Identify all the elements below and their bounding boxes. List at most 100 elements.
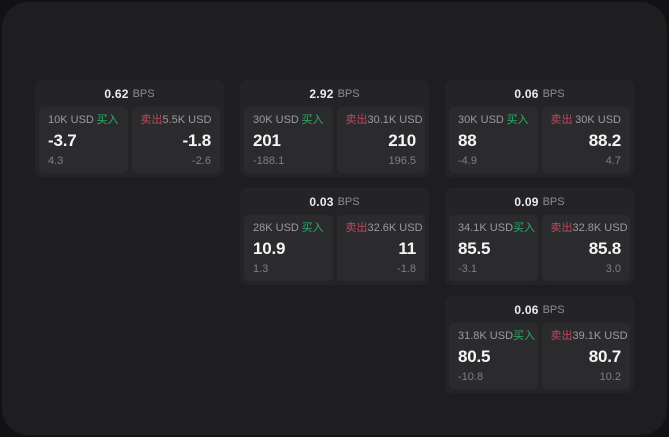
buy-price: 88 [458,130,477,150]
sell-price: 88.2 [588,130,621,150]
buy-pane-header: 30K USD 买入 [458,114,529,126]
buy-side-tag: 买入 [301,114,324,126]
sell-amount: 32.6K USD [367,222,423,234]
buy-pane-header: 30K USD 买入 [253,114,324,126]
bps-value: 0.03 [309,194,334,209]
buy-quote-tile[interactable]: 30K USD 买入 201 -188.1 [244,107,333,173]
bps-unit-label: BPS [337,87,360,100]
sell-delta: -2.6 [192,155,211,167]
buy-quote-tile[interactable]: 31.8K USD 买入 80.5 -10.8 [449,323,538,389]
sell-quote-tile[interactable]: 卖出 32.6K USD 11 -1.8 [336,215,425,281]
buy-price: 85.5 [458,238,491,258]
quote-card: 0.06 BPS 31.8K USD 买入 80.5 -10.8 卖出 39.1… [445,296,634,393]
buy-pane-header: 31.8K USD 买入 [458,330,535,342]
buy-price: -3.7 [48,130,77,150]
buy-delta: -188.1 [253,155,285,167]
buy-quote-tile[interactable]: 10K USD 买入 -3.7 4.3 [39,107,128,173]
quote-card: 0.06 BPS 30K USD 买入 88 -4.9 卖出 30K USD 8… [445,80,634,177]
card-body: 10K USD 买入 -3.7 4.3 卖出 5.5K USD -1.8 -2.… [35,107,224,177]
sell-side-tag: 卖出 [345,222,368,234]
sell-pane-header: 卖出 30.1K USD [345,114,423,126]
buy-price: 10.9 [253,238,286,258]
card-body: 31.8K USD 买入 80.5 -10.8 卖出 39.1K USD 80.… [445,323,634,393]
sell-side-tag: 卖出 [345,114,368,126]
sell-side-tag: 卖出 [550,330,573,342]
sell-delta: 196.5 [388,155,416,167]
bps-value: 0.06 [514,302,539,317]
sell-side-tag: 卖出 [550,222,573,234]
sell-price: 80.7 [588,346,621,366]
buy-delta: -10.8 [458,371,484,383]
bps-value: 2.92 [309,86,334,101]
sell-side-tag: 卖出 [140,114,163,126]
buy-side-tag: 买入 [96,114,119,126]
sell-pane-header: 卖出 30K USD [551,114,622,126]
bps-value: 0.62 [104,86,129,101]
sell-quote-tile[interactable]: 卖出 5.5K USD -1.8 -2.6 [131,107,220,173]
sell-price: 210 [388,130,416,150]
card-header: 0.06 BPS [445,296,634,323]
sell-price: -1.8 [182,130,212,150]
buy-delta: -3.1 [458,263,477,275]
sell-delta: 10.2 [599,371,621,383]
buy-delta: -4.9 [458,155,477,167]
buy-side-tag: 买入 [513,222,536,234]
sell-amount: 32.8K USD [572,222,628,234]
bps-unit-label: BPS [337,195,360,208]
card-body: 34.1K USD 买入 85.5 -3.1 卖出 32.8K USD 85.8… [445,215,634,285]
sell-amount: 39.1K USD [572,330,628,342]
bps-unit-label: BPS [542,195,565,208]
sell-price: 11 [398,238,416,258]
sell-amount: 5.5K USD [162,114,212,126]
buy-pane-header: 34.1K USD 买入 [458,222,535,234]
card-header: 0.62 BPS [35,80,224,107]
card-body: 30K USD 买入 88 -4.9 卖出 30K USD 88.2 4.7 [445,107,634,177]
buy-amount: 31.8K USD [458,330,514,342]
buy-amount: 30K USD [458,114,504,126]
buy-quote-tile[interactable]: 28K USD 买入 10.9 1.3 [244,215,333,281]
bps-value: 0.06 [514,86,539,101]
buy-amount: 28K USD [253,222,299,234]
sell-quote-tile[interactable]: 卖出 39.1K USD 80.7 10.2 [541,323,630,389]
buy-price: 201 [253,130,281,150]
sell-pane-header: 卖出 39.1K USD [550,330,628,342]
buy-delta: 1.3 [253,263,269,275]
quote-card: 2.92 BPS 30K USD 买入 201 -188.1 卖出 30.1K … [240,80,429,177]
sell-side-tag: 卖出 [550,114,573,126]
quote-card: 0.62 BPS 10K USD 买入 -3.7 4.3 卖出 5.5K USD… [35,80,224,177]
sell-price: 85.8 [588,238,621,258]
card-header: 0.09 BPS [445,188,634,215]
buy-amount: 30K USD [253,114,299,126]
buy-amount: 34.1K USD [458,222,514,234]
quote-card: 0.03 BPS 28K USD 买入 10.9 1.3 卖出 32.6K US… [240,188,429,285]
buy-delta: 4.3 [48,155,64,167]
card-body: 30K USD 买入 201 -188.1 卖出 30.1K USD 210 1… [240,107,429,177]
sell-quote-tile[interactable]: 卖出 30K USD 88.2 4.7 [541,107,630,173]
bps-unit-label: BPS [542,303,565,316]
sell-amount: 30.1K USD [367,114,423,126]
sell-amount: 30K USD [575,114,621,126]
sell-pane-header: 卖出 32.6K USD [345,222,423,234]
quote-card: 0.09 BPS 34.1K USD 买入 85.5 -3.1 卖出 32.8K… [445,188,634,285]
sell-pane-header: 卖出 5.5K USD [141,114,212,126]
sell-quote-tile[interactable]: 卖出 30.1K USD 210 196.5 [336,107,425,173]
sell-delta: 4.7 [605,155,621,167]
buy-side-tag: 买入 [301,222,324,234]
buy-side-tag: 买入 [513,330,536,342]
buy-pane-header: 28K USD 买入 [253,222,324,234]
sell-pane-header: 卖出 32.8K USD [550,222,628,234]
card-header: 0.03 BPS [240,188,429,215]
sell-quote-tile[interactable]: 卖出 32.8K USD 85.8 3.0 [541,215,630,281]
bps-unit-label: BPS [132,87,155,100]
buy-amount: 10K USD [48,114,94,126]
buy-side-tag: 买入 [506,114,529,126]
card-header: 2.92 BPS [240,80,429,107]
buy-quote-tile[interactable]: 34.1K USD 买入 85.5 -3.1 [449,215,538,281]
buy-pane-header: 10K USD 买入 [48,114,119,126]
bps-value: 0.09 [514,194,539,209]
buy-quote-tile[interactable]: 30K USD 买入 88 -4.9 [449,107,538,173]
card-header: 0.06 BPS [445,80,634,107]
card-body: 28K USD 买入 10.9 1.3 卖出 32.6K USD 11 -1.8 [240,215,429,285]
